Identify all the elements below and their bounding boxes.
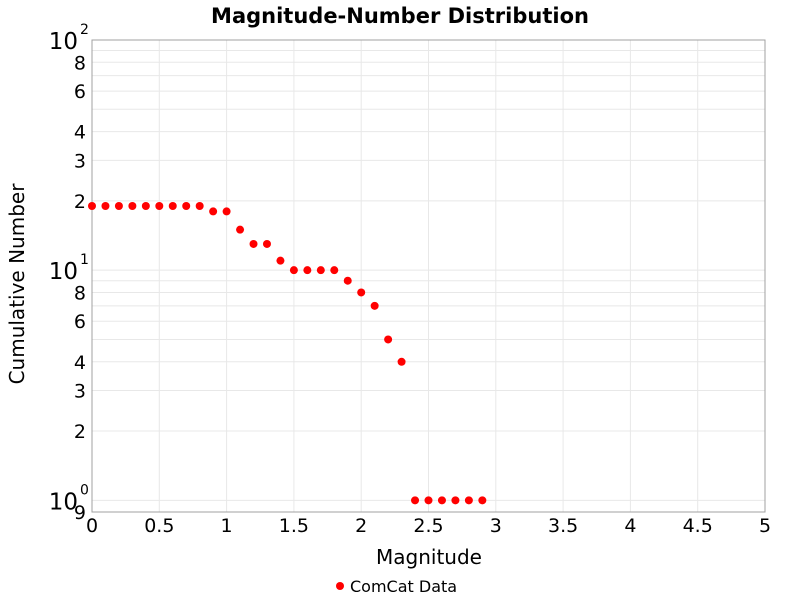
y-major-tick-base: 10	[49, 489, 78, 515]
grid	[91, 39, 766, 512]
y-tick-label: 4	[74, 122, 86, 144]
data-point	[114, 202, 123, 211]
data-point	[155, 202, 164, 211]
data-point	[316, 266, 325, 275]
x-tick-label: 4	[624, 515, 636, 537]
y-major-tick-exponent: 2	[80, 22, 89, 38]
y-tick-label: 2	[74, 421, 86, 443]
y-tick-label: 3	[74, 150, 86, 172]
data-point	[262, 239, 271, 248]
y-tick-label: 3	[74, 381, 86, 403]
x-tick-label: 4.5	[683, 515, 713, 537]
legend-marker	[336, 582, 344, 590]
data-point	[209, 207, 218, 216]
y-tick-label: 2	[74, 191, 86, 213]
y-tick-label: 6	[74, 311, 86, 333]
data-point	[249, 239, 258, 248]
data-point	[411, 496, 420, 505]
y-tick-label: 8	[74, 52, 86, 74]
plot-frame	[91, 39, 766, 513]
data-point	[276, 256, 285, 265]
data-point	[303, 266, 312, 275]
x-tick-label: 2	[355, 515, 367, 537]
data-point	[384, 335, 393, 344]
data-point	[168, 202, 177, 211]
data-point	[357, 288, 366, 297]
data-point	[88, 202, 96, 211]
y-tick-label: 4	[74, 352, 86, 374]
data-point	[182, 202, 191, 211]
x-tick-label: 1.5	[279, 515, 309, 537]
y-tick-label: 9	[74, 502, 86, 524]
x-axis-label: Magnitude	[376, 545, 482, 569]
data-point	[397, 357, 406, 366]
data-point	[330, 266, 339, 275]
data-point	[424, 496, 433, 505]
data-point	[464, 496, 473, 505]
x-tick-label: 3	[490, 515, 502, 537]
points	[88, 202, 487, 505]
x-tick-label: 5	[759, 515, 771, 537]
x-tick-label: 1	[221, 515, 233, 537]
y-major-tick-base: 10	[49, 259, 78, 285]
legend-label: ComCat Data	[350, 577, 457, 596]
y-major-tick-exponent: 0	[80, 482, 89, 498]
y-tick-label: 8	[74, 282, 86, 304]
x-tick-label: 0	[86, 515, 98, 537]
data-point	[222, 207, 231, 216]
data-point	[437, 496, 446, 505]
data-point	[451, 496, 460, 505]
data-point	[236, 225, 245, 234]
y-axis-label: Cumulative Number	[5, 183, 29, 385]
x-tick-label: 0.5	[144, 515, 174, 537]
x-ticks: 0 0.5 1 1.5 2 2.5 3 3.5 4 4.5 5	[86, 515, 771, 537]
data-point	[141, 202, 150, 211]
y-major-tick-exponent: 1	[80, 252, 89, 268]
y-major-tick-base: 10	[49, 29, 78, 55]
data-point	[195, 202, 204, 211]
data-point	[478, 496, 487, 505]
data-point	[370, 301, 379, 310]
data-point	[343, 276, 352, 285]
x-tick-label: 2.5	[413, 515, 443, 537]
data-point	[101, 202, 110, 211]
data-point	[128, 202, 137, 211]
x-tick-label: 3.5	[548, 515, 578, 537]
data-point	[289, 266, 298, 275]
y-tick-label: 6	[74, 81, 86, 103]
chart-title: Magnitude-Number Distribution	[211, 4, 589, 28]
